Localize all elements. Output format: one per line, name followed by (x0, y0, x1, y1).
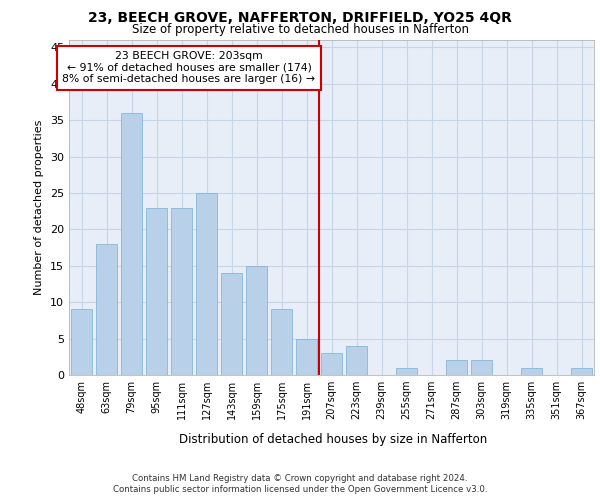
Bar (146, 208, 167, 375)
Text: Size of property relative to detached houses in Nafferton: Size of property relative to detached ho… (131, 22, 469, 36)
Bar (196, 193, 217, 375)
Bar (521, 368, 542, 375)
Bar (121, 113, 142, 375)
Bar (96, 244, 117, 375)
Bar (321, 353, 342, 375)
Text: 23, BEECH GROVE, NAFFERTON, DRIFFIELD, YO25 4QR: 23, BEECH GROVE, NAFFERTON, DRIFFIELD, Y… (88, 11, 512, 25)
Bar (221, 273, 242, 375)
Bar (171, 208, 192, 375)
Bar (396, 368, 417, 375)
Bar (246, 266, 267, 375)
Bar (271, 310, 292, 375)
Text: Contains HM Land Registry data © Crown copyright and database right 2024.
Contai: Contains HM Land Registry data © Crown c… (113, 474, 487, 494)
Bar (571, 368, 592, 375)
Text: Distribution of detached houses by size in Nafferton: Distribution of detached houses by size … (179, 432, 487, 446)
Bar (346, 346, 367, 375)
Text: 23 BEECH GROVE: 203sqm
← 91% of detached houses are smaller (174)
8% of semi-det: 23 BEECH GROVE: 203sqm ← 91% of detached… (62, 51, 316, 84)
Bar (296, 338, 317, 375)
Y-axis label: Number of detached properties: Number of detached properties (34, 120, 44, 295)
Bar (471, 360, 492, 375)
Bar (446, 360, 467, 375)
Bar (71, 310, 92, 375)
